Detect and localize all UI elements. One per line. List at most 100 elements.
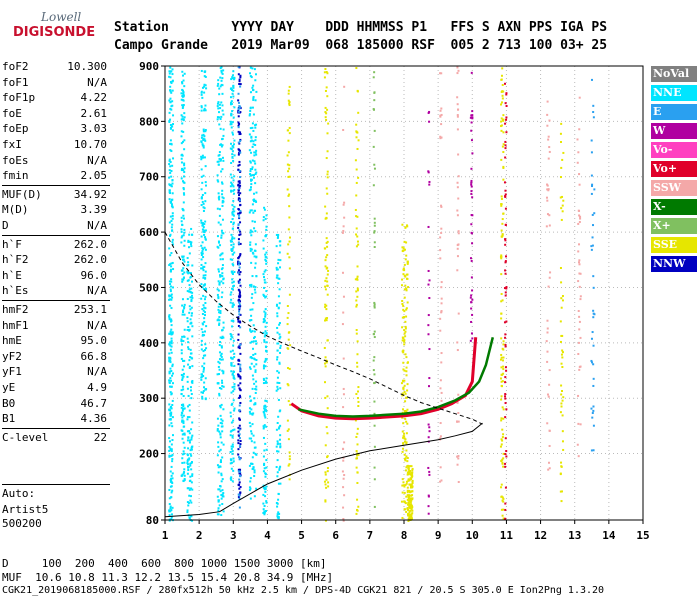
echo-point — [262, 470, 265, 473]
echo-point — [191, 488, 194, 491]
echo-point — [406, 261, 409, 264]
echo-point — [219, 436, 222, 439]
echo-point — [275, 266, 278, 269]
echo-point — [254, 369, 257, 372]
echo-point — [287, 228, 290, 231]
echo-point — [170, 91, 173, 94]
echo-point — [276, 450, 279, 453]
echo-point — [275, 245, 278, 248]
echo-point — [251, 159, 254, 162]
echo-point — [249, 178, 252, 181]
echo-point — [503, 181, 506, 184]
echo-point — [548, 369, 551, 372]
echo-point — [501, 67, 504, 70]
echo-point — [250, 283, 253, 286]
echo-point — [410, 471, 413, 474]
echo-point — [202, 174, 205, 177]
echo-point — [501, 101, 504, 104]
echo-point — [251, 230, 254, 233]
echo-point — [190, 495, 193, 498]
echo-point — [221, 381, 224, 384]
echo-point — [411, 467, 414, 470]
echo-point — [286, 367, 289, 370]
echo-point — [168, 99, 171, 102]
echo-point — [219, 258, 222, 261]
echo-point — [222, 408, 225, 411]
echo-point — [560, 405, 563, 408]
echo-point — [183, 72, 186, 75]
echo-point — [355, 508, 358, 511]
echo-point — [411, 482, 414, 485]
echo-point — [356, 365, 359, 368]
echo-point — [170, 342, 173, 345]
echo-point — [279, 445, 282, 448]
echo-point — [263, 463, 266, 466]
echo-point — [403, 288, 406, 291]
echo-point — [169, 485, 172, 488]
echo-point — [170, 82, 173, 85]
echo-point — [237, 214, 240, 217]
echo-point — [200, 91, 203, 94]
echo-point — [262, 436, 265, 439]
echo-point — [169, 139, 172, 142]
echo-point — [221, 369, 224, 372]
echo-point — [218, 450, 221, 453]
echo-point — [186, 270, 189, 273]
echo-point — [287, 438, 290, 441]
echo-point — [201, 224, 204, 227]
echo-point — [250, 151, 253, 154]
echo-point — [326, 95, 329, 98]
echo-point — [169, 118, 172, 121]
echo-point — [169, 510, 172, 513]
echo-point — [238, 255, 241, 258]
echo-point — [562, 396, 565, 399]
echo-point — [404, 320, 407, 323]
echo-point — [230, 335, 233, 338]
echo-point — [253, 160, 256, 163]
echo-point — [248, 421, 251, 424]
echo-point — [216, 116, 219, 119]
echo-point — [202, 206, 205, 209]
echo-point — [502, 408, 505, 411]
echo-point — [504, 147, 507, 150]
echo-point — [172, 243, 175, 246]
echo-point — [341, 271, 344, 274]
x-tick-label: 2 — [196, 529, 203, 542]
echo-point — [545, 225, 548, 228]
echo-point — [231, 258, 234, 261]
echo-point — [255, 73, 258, 76]
echo-point — [548, 214, 551, 217]
echo-point — [186, 317, 189, 320]
echo-point — [440, 136, 443, 139]
echo-point — [220, 352, 223, 355]
echo-point — [355, 305, 358, 308]
echo-point — [578, 272, 581, 275]
echo-point — [183, 231, 186, 234]
echo-point — [218, 283, 221, 286]
echo-point — [327, 481, 330, 484]
echo-point — [170, 205, 173, 208]
echo-point — [217, 289, 220, 292]
echo-point — [264, 365, 267, 368]
echo-point — [202, 226, 205, 229]
legend-item-ssw: SSW — [651, 180, 697, 196]
echo-point — [286, 252, 289, 255]
echo-point — [219, 433, 222, 436]
echo-point — [440, 107, 443, 110]
echo-point — [262, 493, 265, 496]
echo-point — [403, 296, 406, 299]
echo-point — [325, 187, 328, 190]
echo-point — [231, 89, 234, 92]
echo-point — [409, 465, 412, 468]
echo-point — [237, 430, 240, 433]
echo-point — [263, 449, 266, 452]
echo-point — [409, 503, 412, 506]
echo-point — [560, 207, 563, 210]
echo-point — [286, 429, 289, 432]
echo-point — [239, 221, 242, 224]
echo-point — [327, 485, 330, 488]
echo-point — [323, 71, 326, 74]
echo-point — [220, 296, 223, 299]
echo-point — [288, 104, 291, 107]
echo-point — [217, 101, 220, 104]
